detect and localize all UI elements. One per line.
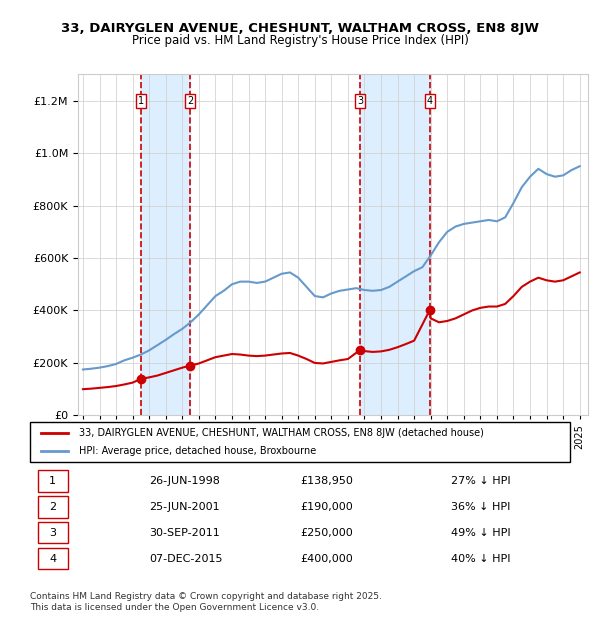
- Text: 2: 2: [187, 95, 193, 105]
- Text: 3: 3: [357, 95, 364, 105]
- Text: 33, DAIRYGLEN AVENUE, CHESHUNT, WALTHAM CROSS, EN8 8JW: 33, DAIRYGLEN AVENUE, CHESHUNT, WALTHAM …: [61, 22, 539, 35]
- FancyBboxPatch shape: [38, 497, 68, 518]
- Text: 25-JUN-2001: 25-JUN-2001: [149, 502, 220, 512]
- Text: £138,950: £138,950: [300, 476, 353, 486]
- FancyBboxPatch shape: [38, 471, 68, 492]
- Text: 3: 3: [49, 528, 56, 538]
- Text: 1: 1: [49, 476, 56, 486]
- Text: 4: 4: [49, 554, 56, 564]
- Bar: [361, 74, 430, 415]
- FancyBboxPatch shape: [30, 422, 570, 462]
- Text: 26-JUN-1998: 26-JUN-1998: [149, 476, 220, 486]
- Text: 07-DEC-2015: 07-DEC-2015: [149, 554, 223, 564]
- Text: 49% ↓ HPI: 49% ↓ HPI: [451, 528, 511, 538]
- Text: Price paid vs. HM Land Registry's House Price Index (HPI): Price paid vs. HM Land Registry's House …: [131, 34, 469, 47]
- Text: 2: 2: [49, 502, 56, 512]
- Text: 36% ↓ HPI: 36% ↓ HPI: [451, 502, 511, 512]
- Text: 4: 4: [427, 95, 433, 105]
- FancyBboxPatch shape: [38, 522, 68, 544]
- Text: 30-SEP-2011: 30-SEP-2011: [149, 528, 220, 538]
- FancyBboxPatch shape: [38, 548, 68, 569]
- Text: HPI: Average price, detached house, Broxbourne: HPI: Average price, detached house, Brox…: [79, 446, 316, 456]
- Text: 27% ↓ HPI: 27% ↓ HPI: [451, 476, 511, 486]
- Text: 40% ↓ HPI: 40% ↓ HPI: [451, 554, 511, 564]
- Bar: [140, 74, 190, 415]
- Text: £400,000: £400,000: [300, 554, 353, 564]
- Text: 1: 1: [137, 95, 143, 105]
- Text: £190,000: £190,000: [300, 502, 353, 512]
- Text: 33, DAIRYGLEN AVENUE, CHESHUNT, WALTHAM CROSS, EN8 8JW (detached house): 33, DAIRYGLEN AVENUE, CHESHUNT, WALTHAM …: [79, 428, 484, 438]
- Text: £250,000: £250,000: [300, 528, 353, 538]
- Text: Contains HM Land Registry data © Crown copyright and database right 2025.
This d: Contains HM Land Registry data © Crown c…: [30, 592, 382, 611]
